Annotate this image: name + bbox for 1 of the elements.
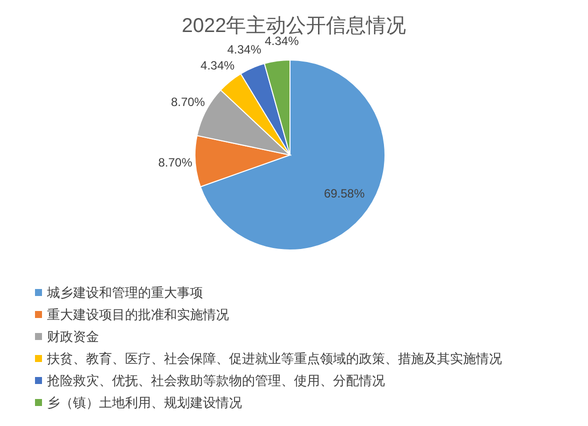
title: 2022年主动公开信息情况: [182, 15, 406, 37]
